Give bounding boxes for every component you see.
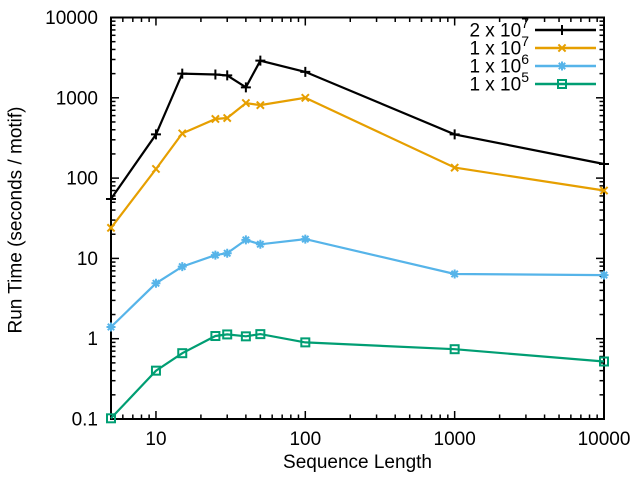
x-tick-label: 10 bbox=[145, 429, 166, 450]
legend-entry-2x107: 2 x 107 bbox=[469, 15, 596, 42]
legend-label: 1 x 107 bbox=[469, 33, 529, 60]
plus-marker-icon bbox=[255, 55, 266, 66]
series-line bbox=[110, 96, 605, 229]
plus-marker-icon bbox=[557, 25, 567, 35]
x-tick-label: 1000 bbox=[434, 429, 476, 450]
series-2x107 bbox=[106, 55, 609, 204]
plot-border bbox=[110, 16, 605, 420]
star-marker-icon bbox=[222, 248, 232, 258]
y-tick-label: 10000 bbox=[45, 8, 98, 29]
square-marker-icon bbox=[557, 79, 567, 89]
cross-marker-icon bbox=[106, 223, 116, 233]
cross-marker-icon bbox=[241, 98, 251, 108]
star-marker-icon bbox=[255, 239, 265, 249]
y-tick-labels: 0.1 1 10 100 1000 10000 bbox=[45, 8, 98, 431]
series-line bbox=[110, 332, 605, 420]
y-tick-label: 10 bbox=[77, 249, 98, 270]
cross-marker-icon bbox=[151, 164, 161, 174]
square-marker-icon bbox=[240, 331, 251, 342]
cross-marker-icon bbox=[300, 93, 310, 103]
star-marker-icon bbox=[210, 250, 220, 260]
x-axis-title: Sequence Length bbox=[283, 452, 432, 473]
square-marker-icon bbox=[255, 329, 266, 340]
plus-marker-icon bbox=[150, 129, 161, 140]
cross-marker-icon bbox=[599, 186, 609, 195]
cross-marker-icon bbox=[211, 114, 220, 124]
legend-label: 1 x 105 bbox=[469, 69, 529, 96]
y-axis-title: Run Time (seconds / motif) bbox=[5, 106, 27, 334]
x-tick-label: 10000 bbox=[578, 429, 631, 450]
star-marker-icon bbox=[450, 269, 460, 279]
square-marker-icon bbox=[106, 413, 116, 424]
y-tick-label: 1 bbox=[87, 329, 98, 350]
star-marker-icon bbox=[151, 278, 161, 288]
star-marker-icon bbox=[557, 61, 567, 71]
plus-marker-icon bbox=[300, 66, 311, 77]
plus-marker-icon bbox=[599, 158, 609, 169]
legend-entry-1x105: 1 x 105 bbox=[469, 69, 596, 96]
x-tick-labels: 10 100 1000 10000 bbox=[145, 429, 630, 450]
series-line bbox=[110, 237, 605, 328]
x-tick-label: 100 bbox=[289, 429, 321, 450]
square-marker-icon bbox=[449, 344, 460, 355]
plus-marker-icon bbox=[240, 82, 251, 93]
series-line bbox=[110, 59, 605, 200]
square-marker-icon bbox=[599, 356, 609, 367]
y-tick-label: 100 bbox=[66, 169, 98, 190]
x-axis-ticks bbox=[122, 17, 605, 419]
star-marker-icon bbox=[599, 270, 609, 280]
cross-marker-icon bbox=[450, 163, 459, 172]
square-marker-icon bbox=[177, 348, 188, 359]
square-marker-icon bbox=[150, 365, 161, 376]
plus-marker-icon bbox=[222, 70, 233, 81]
star-marker-icon bbox=[300, 234, 310, 244]
y-tick-label: 0.1 bbox=[72, 410, 98, 431]
plus-marker-icon bbox=[210, 69, 221, 80]
series-1x105 bbox=[106, 329, 609, 424]
legend-label: 2 x 107 bbox=[469, 15, 529, 42]
cross-marker-icon bbox=[557, 43, 567, 53]
star-marker-icon bbox=[241, 235, 251, 245]
series-1x106 bbox=[106, 234, 609, 332]
square-marker-icon bbox=[222, 329, 233, 340]
plus-marker-icon bbox=[449, 129, 460, 140]
plus-marker-icon bbox=[106, 193, 116, 204]
cross-marker-icon bbox=[177, 129, 187, 138]
legend-entry-1x106: 1 x 106 bbox=[469, 51, 596, 78]
cross-marker-icon bbox=[222, 113, 232, 123]
y-axis-ticks bbox=[111, 16, 604, 420]
square-marker-icon bbox=[210, 331, 221, 342]
star-marker-icon bbox=[177, 262, 187, 272]
legend-label: 1 x 106 bbox=[469, 51, 529, 78]
y-tick-label: 1000 bbox=[56, 88, 98, 109]
square-marker-icon bbox=[300, 337, 311, 348]
cross-marker-icon bbox=[256, 100, 265, 110]
legend-entry-1x107: 1 x 107 bbox=[469, 33, 596, 60]
series-1x107 bbox=[106, 93, 609, 233]
plus-marker-icon bbox=[177, 68, 188, 79]
star-marker-icon bbox=[106, 322, 116, 332]
